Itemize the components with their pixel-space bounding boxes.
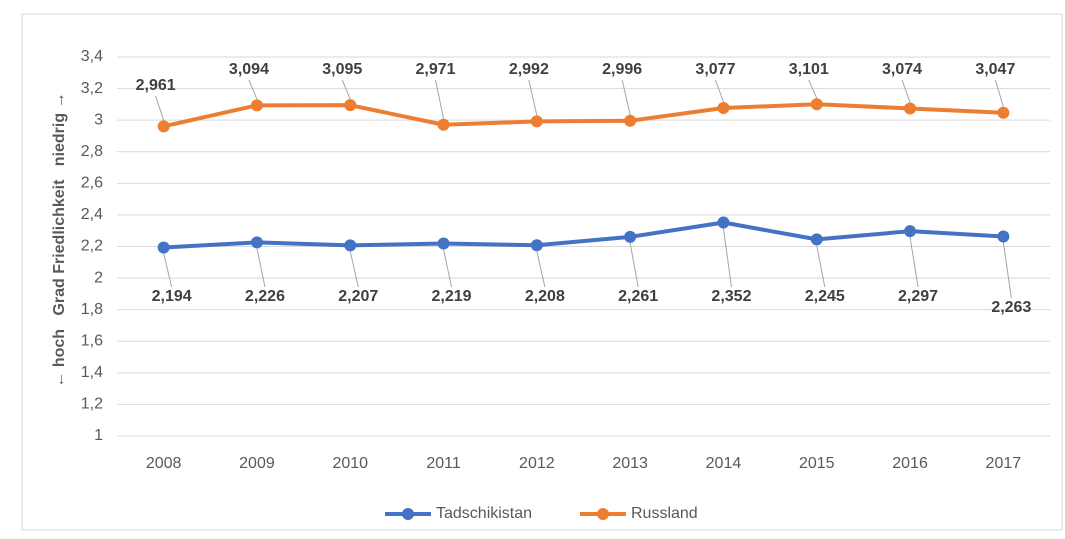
y-tick-label: 1,6 — [81, 332, 103, 349]
y-tick-label: 2,8 — [81, 143, 103, 160]
y-tick-label: 1,4 — [81, 364, 103, 381]
data-point — [530, 115, 543, 128]
y-tick-label: 2 — [94, 269, 103, 286]
leader-line — [901, 79, 911, 103]
x-tick-label: 2012 — [519, 455, 555, 472]
data-point — [250, 99, 263, 112]
y-tick-label: 2,4 — [81, 206, 103, 223]
data-label: 2,961 — [136, 77, 176, 94]
leader-line — [528, 79, 538, 116]
x-tick-label: 2011 — [426, 455, 461, 472]
data-label: 3,047 — [975, 61, 1015, 78]
x-tick-label: 2010 — [332, 455, 368, 472]
data-point — [997, 106, 1010, 119]
leader-line — [155, 95, 165, 121]
y-tick-label: 1,2 — [81, 396, 103, 413]
y-tick-label: 3 — [94, 111, 103, 128]
data-point — [717, 102, 730, 115]
data-label: 2,194 — [152, 288, 192, 305]
leader-line — [248, 79, 258, 100]
y-tick-label: 1,8 — [81, 301, 103, 318]
legend-marker — [597, 508, 609, 520]
data-point — [624, 230, 637, 243]
data-label: 3,077 — [695, 61, 735, 78]
leader-line — [621, 79, 631, 115]
data-label: 3,074 — [882, 61, 922, 78]
data-point — [810, 98, 823, 111]
data-point — [250, 236, 263, 249]
leader-line — [163, 253, 173, 288]
data-label: 2,207 — [338, 288, 378, 305]
y-tick-label: 2,2 — [81, 238, 103, 255]
x-tick-label: 2008 — [146, 455, 182, 472]
data-point — [904, 225, 917, 238]
x-tick-label: 2016 — [892, 455, 928, 472]
data-label: 3,095 — [322, 61, 362, 78]
data-label: 2,971 — [416, 61, 456, 78]
y-tick-label: 3,4 — [81, 48, 103, 65]
leader-line — [994, 79, 1004, 107]
leader-line — [349, 251, 359, 288]
legend-label: Russland — [631, 505, 698, 522]
leader-line — [816, 245, 826, 288]
data-label: 2,352 — [711, 288, 751, 305]
legend-label: Tadschikistan — [436, 505, 532, 522]
data-point — [810, 233, 823, 246]
y-axis-label: ← hoch Grad Friedlichkeit niedrig → — [51, 92, 68, 387]
legend-marker — [402, 508, 414, 520]
y-tick-label: 1 — [94, 427, 103, 444]
data-label: 2,226 — [245, 288, 285, 305]
data-label: 2,219 — [432, 288, 472, 305]
leader-line — [435, 79, 445, 119]
leader-line — [443, 249, 453, 288]
leader-line — [1002, 242, 1012, 299]
leader-line — [909, 237, 919, 288]
data-label: 3,094 — [229, 61, 269, 78]
data-label: 2,297 — [898, 288, 938, 305]
data-point — [437, 237, 450, 250]
data-point — [157, 241, 170, 254]
x-tick-label: 2013 — [612, 455, 648, 472]
series-line — [163, 102, 1004, 129]
data-point — [344, 239, 357, 252]
data-label: 2,263 — [991, 299, 1031, 316]
data-label: 2,992 — [509, 61, 549, 78]
data-point — [624, 114, 637, 127]
leader-line — [714, 79, 724, 103]
data-point — [904, 102, 917, 115]
series-line — [163, 220, 1004, 250]
data-point — [717, 216, 730, 229]
y-tick-label: 3,2 — [81, 80, 103, 97]
leader-line — [722, 228, 732, 288]
data-point — [530, 239, 543, 252]
data-label: 2,996 — [602, 61, 642, 78]
x-tick-label: 2009 — [239, 455, 275, 472]
data-label: 3,101 — [789, 61, 829, 78]
data-point — [437, 118, 450, 131]
leader-line — [808, 79, 818, 99]
x-tick-label: 2017 — [986, 455, 1022, 472]
data-label: 2,261 — [618, 288, 658, 305]
leader-line — [341, 79, 351, 100]
y-tick-label: 2,6 — [81, 175, 103, 192]
data-label: 2,245 — [805, 288, 845, 305]
x-tick-label: 2015 — [799, 455, 835, 472]
data-point — [344, 99, 357, 112]
data-label: 2,208 — [525, 288, 565, 305]
leader-line — [536, 251, 546, 288]
leader-line — [256, 248, 266, 288]
x-tick-label: 2014 — [706, 455, 742, 472]
data-point — [157, 120, 170, 133]
leader-line — [629, 242, 639, 288]
data-point — [997, 230, 1010, 243]
